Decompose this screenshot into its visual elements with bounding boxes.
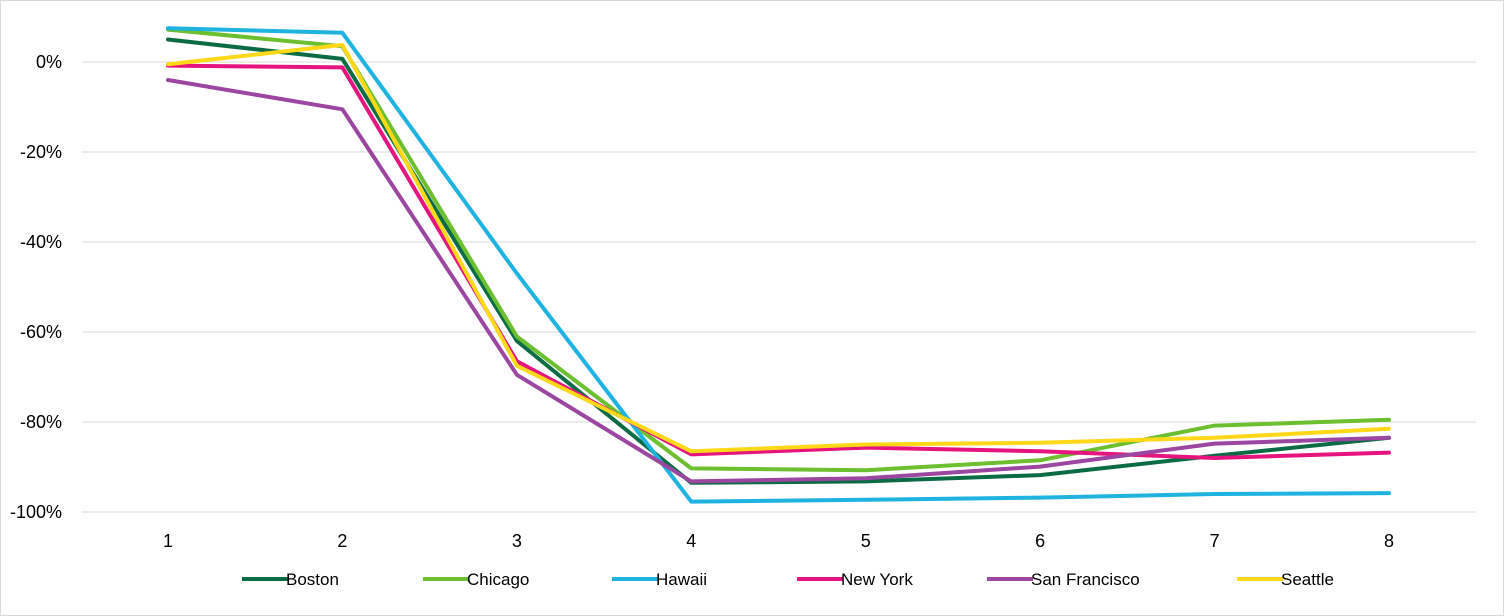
legend-label: Boston (286, 570, 339, 589)
y-tick-label: -20% (20, 142, 62, 162)
y-tick-label: 0% (36, 52, 62, 72)
series-line-san-francisco (166, 78, 1391, 484)
x-tick-label: 4 (686, 531, 696, 551)
legend-label: San Francisco (1031, 570, 1140, 589)
series-lines (166, 26, 1391, 504)
x-tick-label: 8 (1384, 531, 1394, 551)
x-tick-label: 2 (337, 531, 347, 551)
x-tick-label: 5 (861, 531, 871, 551)
series-line-hawaii (166, 26, 1391, 504)
y-tick-label: -100% (10, 502, 62, 522)
x-tick-label: 7 (1210, 531, 1220, 551)
y-tick-label: -60% (20, 322, 62, 342)
x-tick-label: 6 (1035, 531, 1045, 551)
series-line-new-york (166, 63, 1391, 460)
series-line-chicago (166, 27, 1391, 473)
gridlines (82, 61, 1476, 513)
series-line-seattle (166, 42, 1391, 454)
y-tick-label: -80% (20, 412, 62, 432)
legend: Boston Chicago Hawaii New York San Francisco… (242, 570, 1334, 589)
series-line-boston (166, 37, 1391, 485)
legend-label: Seattle (1281, 570, 1334, 589)
y-axis-tick-labels: 0% -20% -40% -60% -80% -100% (10, 52, 62, 522)
x-tick-label: 3 (512, 531, 522, 551)
y-tick-label: -40% (20, 232, 62, 252)
legend-label: Chicago (467, 570, 529, 589)
legend-label: Hawaii (656, 570, 707, 589)
x-tick-label: 1 (163, 531, 173, 551)
x-axis-tick-labels: 1 2 3 4 5 6 7 8 (163, 531, 1394, 551)
legend-label: New York (841, 570, 913, 589)
